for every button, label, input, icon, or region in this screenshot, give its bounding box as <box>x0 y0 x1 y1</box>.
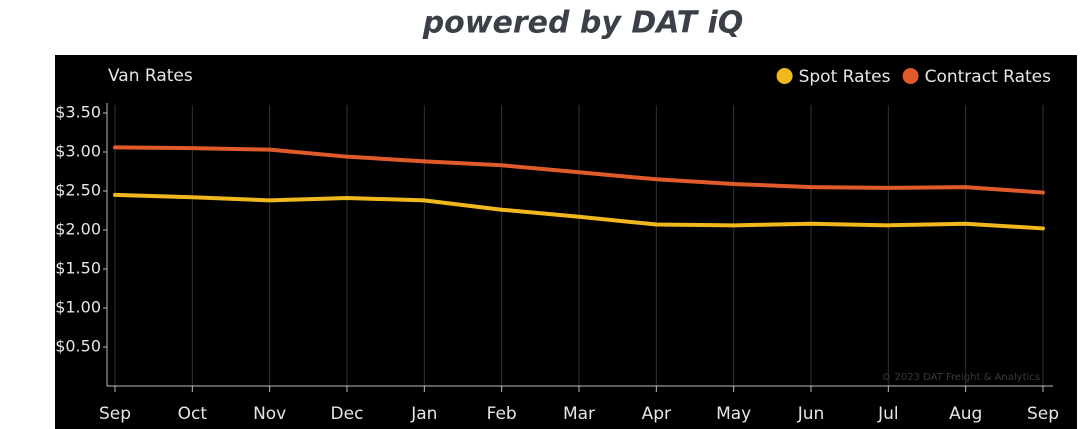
x-tick-label: Sep <box>1027 404 1059 424</box>
x-tick-label: Jul <box>877 404 899 424</box>
y-tick-label: $1.50 <box>55 259 101 278</box>
x-tick-label: Jun <box>797 404 825 424</box>
x-tick-label: Sep <box>99 404 131 424</box>
y-tick-label: $1.00 <box>55 298 101 317</box>
header-title: powered by DAT iQ <box>422 6 744 41</box>
series-line <box>113 192 1045 231</box>
x-tick-label: Feb <box>487 404 517 424</box>
x-tick-label: Aug <box>949 404 982 424</box>
series-line <box>113 145 1045 195</box>
legend-swatch <box>902 68 919 84</box>
legend-label: Contract Rates <box>925 67 1052 87</box>
x-tick-label: May <box>716 404 751 424</box>
y-tick-label: $3.50 <box>55 103 101 122</box>
legend-swatch <box>776 68 793 84</box>
x-tick-label: Apr <box>642 404 671 424</box>
legend-label: Spot Rates <box>799 67 891 87</box>
y-tick-label: $2.50 <box>55 181 101 200</box>
y-tick-label: $0.50 <box>55 337 101 356</box>
y-tick-label: $2.00 <box>55 220 101 239</box>
x-tick-label: Mar <box>563 404 595 424</box>
chart-background <box>55 55 1077 429</box>
x-tick-label: Jan <box>410 404 437 424</box>
y-tick-label: $3.00 <box>55 142 101 161</box>
x-tick-label: Oct <box>178 404 208 424</box>
watermark: © 2023 DAT Freight & Analytics <box>881 372 1040 383</box>
x-tick-label: Nov <box>253 404 286 424</box>
x-tick-label: Dec <box>331 404 364 424</box>
chart-title: Van Rates <box>108 66 193 86</box>
